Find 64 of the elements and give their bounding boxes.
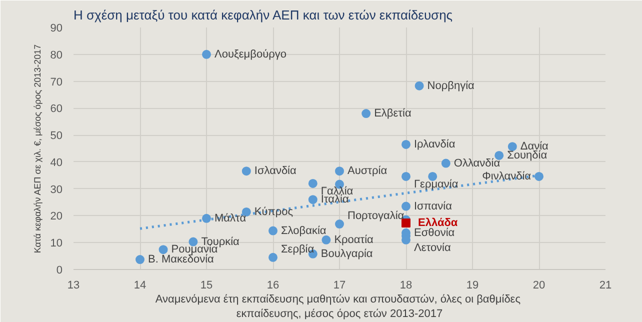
point xyxy=(335,220,344,229)
annotation: Ιρλανδία xyxy=(414,138,456,150)
x-tick-label: 15 xyxy=(200,280,213,292)
annotation: Β. Μακεδονία xyxy=(148,254,215,266)
point xyxy=(202,214,211,223)
x-tick-label: 19 xyxy=(466,280,479,292)
annotation: Φινλανδία xyxy=(482,170,532,182)
point xyxy=(362,109,371,118)
series-label: Ελλάδα xyxy=(418,216,458,229)
annotation: Βουλγαρία xyxy=(320,248,374,260)
y-tick-label: 70 xyxy=(50,76,63,88)
point xyxy=(242,166,251,176)
annotation: Λουξεμβούργο xyxy=(214,48,286,60)
x-tick-label: 13 xyxy=(67,280,80,292)
point xyxy=(268,252,278,262)
chart-title: Η σχέση μεταξύ του κατά κεφαλήν ΑΕΠ και των ετών εκπαίδευσης xyxy=(74,8,453,22)
annotation: Λετονία xyxy=(414,242,452,254)
annotation: Ελβετία xyxy=(374,108,412,120)
point xyxy=(268,226,278,236)
x-tick-label: 17 xyxy=(333,280,346,292)
y-tick-label: 10 xyxy=(50,238,63,250)
y-tick-label: 50 xyxy=(50,130,63,142)
x-tick-label: 14 xyxy=(134,280,146,292)
annotation: Εσθονία xyxy=(414,226,456,239)
point xyxy=(402,172,410,181)
point xyxy=(534,172,544,181)
annotation: Γερμανία xyxy=(414,178,459,190)
y-tick-label: 0 xyxy=(56,264,63,276)
y-tick-label: 80 xyxy=(50,49,63,62)
point xyxy=(402,202,410,211)
point xyxy=(158,245,168,254)
annotation: Σλοβακία xyxy=(281,224,327,237)
y-tick-label: 40 xyxy=(50,156,63,169)
x-tick-label: 18 xyxy=(400,280,412,292)
y-tick-label: 60 xyxy=(50,103,63,116)
y-tick-label: 30 xyxy=(50,184,63,196)
annotation: Σερβία xyxy=(281,243,315,256)
point xyxy=(136,255,144,264)
x-tick-label: 21 xyxy=(599,280,612,292)
annotation: Ιταλία xyxy=(320,194,350,206)
annotation: Ισπανία xyxy=(414,200,453,212)
point xyxy=(414,81,424,90)
point xyxy=(308,178,318,188)
annotation: Κροατία xyxy=(334,234,374,246)
annotation: Ολλανδία xyxy=(454,157,501,170)
y-tick-label: 20 xyxy=(50,210,63,223)
x-tick-label: 20 xyxy=(532,280,546,292)
y-axis-title: Κατά κεφαλήν ΑΕΠ σε χιλ. €, μέσος όρος 2013-2017 xyxy=(32,44,42,254)
point xyxy=(335,166,344,176)
annotation: Κύπρος xyxy=(254,206,294,218)
point xyxy=(322,235,331,244)
annotation: Πορτογαλία xyxy=(348,210,405,222)
annotation: Μάλτα xyxy=(214,212,247,224)
annotation: Νορβηγία xyxy=(427,80,476,92)
point xyxy=(441,158,450,168)
y-tick-label: 90 xyxy=(50,22,63,34)
annotation: Σουηδία xyxy=(507,149,548,162)
annotation: Αυστρία xyxy=(348,165,388,178)
x-tick-label: 16 xyxy=(266,280,280,292)
point xyxy=(402,140,410,149)
x-axis-title: Αναμενόμενα έτη εκπαίδευσης μαθητών και σπουδαστών, όλες οι βαθμίδες εκπαίδευσης, μέσος όρος ετών 2013-2017 xyxy=(155,294,521,320)
point xyxy=(308,195,318,204)
annotation: Ισλανδία xyxy=(254,165,298,178)
point xyxy=(202,50,211,59)
